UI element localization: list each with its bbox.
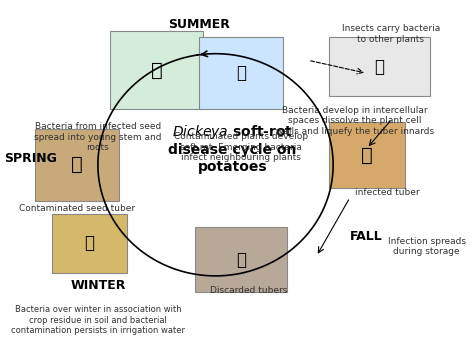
FancyBboxPatch shape xyxy=(194,227,287,292)
FancyBboxPatch shape xyxy=(110,31,203,109)
Text: 🌿: 🌿 xyxy=(236,64,246,82)
FancyBboxPatch shape xyxy=(329,37,430,96)
Text: SUMMER: SUMMER xyxy=(168,18,229,31)
Text: Bacteria develop in intercellular
spaces dissolve the plant cell
walls and lique: Bacteria develop in intercellular spaces… xyxy=(276,106,434,136)
Text: infected tuber: infected tuber xyxy=(356,188,420,197)
FancyBboxPatch shape xyxy=(35,129,119,201)
FancyBboxPatch shape xyxy=(329,122,404,188)
Text: Insects carry bacteria
to other plants: Insects carry bacteria to other plants xyxy=(342,24,440,44)
Text: 🔬: 🔬 xyxy=(374,58,384,76)
Text: Contaminated seed tuber: Contaminated seed tuber xyxy=(19,204,135,213)
Text: 🥔: 🥔 xyxy=(71,155,83,174)
Text: Contaminated plants develop
soft rot. Emerging bacteria
infect neighbouring plan: Contaminated plants develop soft rot. Em… xyxy=(173,132,308,162)
Text: 🥔: 🥔 xyxy=(361,146,373,164)
FancyBboxPatch shape xyxy=(199,37,283,109)
Text: 🌾: 🌾 xyxy=(84,234,94,252)
Text: Infection spreads
during storage: Infection spreads during storage xyxy=(388,237,466,256)
Text: FALL: FALL xyxy=(350,230,383,243)
Text: 📦: 📦 xyxy=(236,251,246,269)
Text: 🌱: 🌱 xyxy=(151,60,163,79)
FancyBboxPatch shape xyxy=(52,214,128,273)
Text: SPRING: SPRING xyxy=(4,152,57,165)
Text: WINTER: WINTER xyxy=(70,279,126,292)
Text: $\it{Dickeya}$ soft-rot
disease cycle on
potatoes: $\it{Dickeya}$ soft-rot disease cycle on… xyxy=(168,123,297,174)
Text: Bacteria from infected seed
spread into young stem and
roots: Bacteria from infected seed spread into … xyxy=(34,122,162,152)
Text: Bacteria over winter in association with
crop residue in soil and bacterial
cont: Bacteria over winter in association with… xyxy=(11,305,185,335)
Text: Discarded tubers: Discarded tubers xyxy=(210,286,288,295)
